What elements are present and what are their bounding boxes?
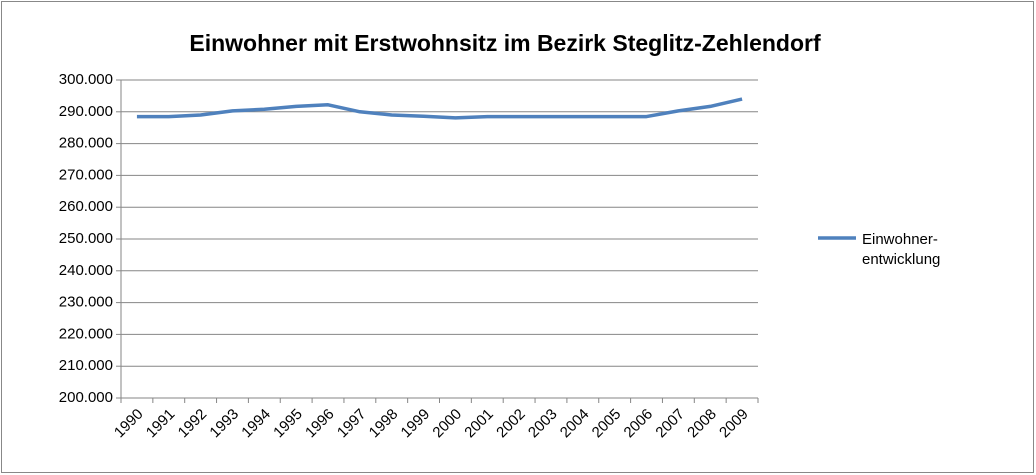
y-tick-label: 260.000: [59, 198, 113, 215]
y-tick-label: 280.000: [59, 135, 113, 152]
chart-title: Einwohner mit Erstwohnsitz im Bezirk Ste…: [189, 30, 821, 56]
y-tick-label: 220.000: [59, 325, 113, 342]
y-tick-label: 290.000: [59, 103, 113, 120]
y-tick-label: 200.000: [59, 389, 113, 406]
y-tick-label: 300.000: [59, 71, 113, 88]
y-tick-label: 240.000: [59, 262, 113, 279]
legend-label: Einwohner-entwicklung: [862, 231, 941, 268]
data-line: [136, 97, 743, 120]
y-tick-label: 230.000: [59, 294, 113, 311]
y-tick-label: 270.000: [59, 166, 113, 183]
y-tick-label: 210.000: [59, 357, 113, 374]
y-tick-label: 250.000: [59, 230, 113, 247]
